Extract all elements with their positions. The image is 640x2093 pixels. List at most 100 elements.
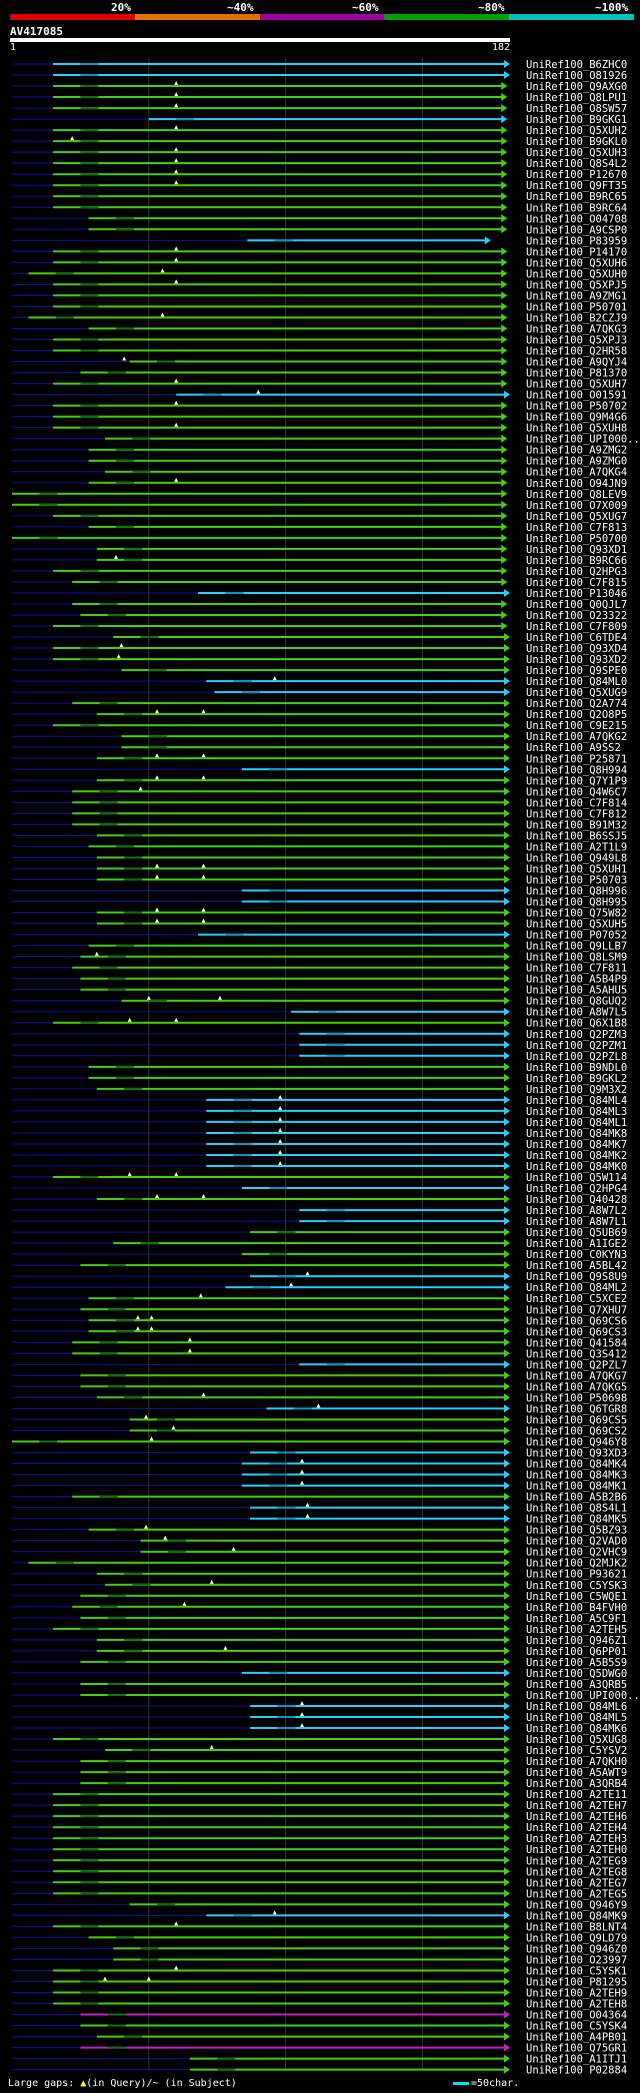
hit-row[interactable]: UniRef100_B6SSJ5 [12, 830, 627, 842]
hit-row[interactable]: UniRef100_Q5XUH1 [12, 863, 627, 875]
hit-label[interactable]: UniRef100_Q5XPJ3 [526, 335, 627, 347]
hit-row[interactable]: UniRef100_Q5DWG0 [12, 1668, 627, 1680]
hit-row[interactable]: UniRef100_O81926 [12, 70, 627, 82]
hit-label[interactable]: UniRef100_Q84MK8 [526, 1128, 627, 1140]
hit-row[interactable]: UniRef100_Q946Z1 [12, 1635, 627, 1647]
hit-row[interactable]: UniRef100_B9GKG1 [12, 114, 627, 126]
hit-row[interactable]: UniRef100_C9E215 [12, 720, 627, 732]
hit-label[interactable]: UniRef100_Q84ML5 [526, 1712, 627, 1724]
hit-label[interactable]: UniRef100_Q946Y9 [526, 1899, 627, 1911]
hit-row[interactable]: UniRef100_B9RC66 [12, 554, 627, 567]
hit-row[interactable]: UniRef100_Q5XUG7 [12, 511, 627, 523]
hit-row[interactable]: UniRef100_O8SW57 [12, 103, 627, 115]
hit-row[interactable]: UniRef100_A2T1L9 [12, 841, 627, 853]
hit-label[interactable]: UniRef100_Q93XD2 [526, 654, 627, 666]
hit-row[interactable]: UniRef100_Q8H994 [12, 764, 627, 776]
hit-row[interactable]: UniRef100_Q2HPG3 [12, 566, 627, 578]
hit-label[interactable]: UniRef100_A1ITJ1 [526, 2054, 627, 2066]
hit-row[interactable]: UniRef100_A3QRB5 [12, 1679, 627, 1691]
hit-row[interactable]: UniRef100_A4PB01 [12, 2032, 627, 2044]
hit-label[interactable]: UniRef100_Q5XUH1 [526, 863, 627, 875]
hit-row[interactable]: UniRef100_UPI000.. [12, 1690, 640, 1702]
hit-row[interactable]: UniRef100_A2TEH9 [12, 1988, 627, 2000]
hit-label[interactable]: UniRef100_Q8H996 [526, 886, 627, 898]
hit-row[interactable]: UniRef100_C5XCE2 [12, 1293, 627, 1305]
hit-label[interactable]: UniRef100_Q5XUH2 [526, 125, 627, 137]
hit-row[interactable]: UniRef100_Q8H995 [12, 897, 627, 909]
hit-row[interactable]: UniRef100_C7F813 [12, 522, 627, 534]
hit-label[interactable]: UniRef100_O23997 [526, 1954, 627, 1966]
hit-label[interactable]: UniRef100_A2TEH9 [526, 1988, 627, 2000]
hit-row[interactable]: UniRef100_Q84ML3 [12, 1105, 627, 1118]
hit-row[interactable]: UniRef100_Q69CS5 [12, 1414, 627, 1426]
hit-row[interactable]: UniRef100_Q84MK3 [12, 1469, 627, 1482]
hit-row[interactable]: UniRef100_Q5XUG9 [12, 687, 627, 699]
hit-row[interactable]: UniRef100_Q69CS2 [12, 1425, 627, 1437]
hit-row[interactable]: UniRef100_Q5XUH5 [12, 918, 627, 931]
hit-row[interactable]: UniRef100_A2TEG8 [12, 1866, 627, 1878]
hit-row[interactable]: UniRef100_Q84MK8 [12, 1127, 627, 1140]
hit-label[interactable]: UniRef100_A8W7L2 [526, 1205, 627, 1217]
hit-label[interactable]: UniRef100_Q84MK5 [526, 1514, 627, 1526]
hit-label[interactable]: UniRef100_Q946Z1 [526, 1635, 627, 1647]
hit-label[interactable]: UniRef100_P50702 [526, 401, 627, 413]
hit-row[interactable]: UniRef100_Q41584 [12, 1337, 627, 1349]
hit-row[interactable]: UniRef100_Q69CS3 [12, 1326, 627, 1338]
hit-label[interactable]: UniRef100_C7F812 [526, 808, 627, 820]
hit-row[interactable]: UniRef100_A5AHU5 [12, 985, 627, 997]
hit-row[interactable]: UniRef100_A5B4P9 [12, 974, 627, 986]
hit-row[interactable]: UniRef100_A7QKG5 [12, 1381, 627, 1393]
hit-row[interactable]: UniRef100_Q9M3X2 [12, 1084, 627, 1096]
hit-row[interactable]: UniRef100_Q5XUH7 [12, 378, 627, 391]
hit-row[interactable]: UniRef100_A2TEH6 [12, 1811, 627, 1823]
hit-row[interactable]: UniRef100_Q4W6C7 [12, 786, 627, 798]
hit-row[interactable]: UniRef100_Q84MK7 [12, 1138, 627, 1151]
hit-label[interactable]: UniRef100_C5XCE2 [526, 1293, 627, 1305]
hit-row[interactable]: UniRef100_Q84ML0 [12, 676, 627, 688]
hit-label[interactable]: UniRef100_A5AWT9 [526, 1767, 627, 1779]
hit-row[interactable]: UniRef100_P50702 [12, 400, 627, 413]
hit-row[interactable]: UniRef100_Q6PP01 [12, 1645, 627, 1658]
hit-label[interactable]: UniRef100_C9E215 [526, 720, 627, 732]
hit-row[interactable]: UniRef100_P50703 [12, 874, 627, 886]
hit-label[interactable]: UniRef100_A2TEG9 [526, 1855, 627, 1867]
hit-row[interactable]: UniRef100_A2TEG7 [12, 1877, 627, 1889]
hit-label[interactable]: UniRef100_Q3S412 [526, 1348, 627, 1360]
hit-row[interactable]: UniRef100_Q8S4L1 [12, 1502, 627, 1515]
hit-label[interactable]: UniRef100_A2TEH6 [526, 1811, 627, 1823]
hit-label[interactable]: UniRef100_B9RC66 [526, 555, 627, 567]
hit-label[interactable]: UniRef100_Q8LEV9 [526, 489, 627, 501]
hit-label[interactable]: UniRef100_A4PB01 [526, 2032, 627, 2044]
hit-row[interactable]: UniRef100_Q2HPG4 [12, 1183, 627, 1195]
hit-label[interactable]: UniRef100_Q946Y8 [526, 1437, 627, 1449]
hit-label[interactable]: UniRef100_A9ZMG1 [526, 290, 627, 302]
hit-label[interactable]: UniRef100_A9ZMG2 [526, 445, 627, 457]
hit-row[interactable]: UniRef100_C7F812 [12, 808, 627, 820]
hit-label[interactable]: UniRef100_Q93XD3 [526, 1448, 627, 1460]
hit-row[interactable]: UniRef100_Q7Y1P9 [12, 775, 627, 787]
hit-row[interactable]: UniRef100_Q8LEV9 [12, 489, 627, 501]
hit-row[interactable]: UniRef100_Q84MK2 [12, 1149, 627, 1162]
hit-row[interactable]: UniRef100_UPI000.. [12, 434, 640, 446]
hit-label[interactable]: UniRef100_P81295 [526, 1976, 627, 1988]
hit-label[interactable]: UniRef100_Q5XUG7 [526, 511, 627, 523]
hit-label[interactable]: UniRef100_Q8LSM9 [526, 952, 627, 964]
hit-label[interactable]: UniRef100_A5AHU5 [526, 985, 627, 997]
hit-label[interactable]: UniRef100_Q41584 [526, 1337, 627, 1349]
hit-label[interactable]: UniRef100_Q69CS3 [526, 1326, 627, 1338]
hit-label[interactable]: UniRef100_A2TEH8 [526, 1999, 627, 2011]
hit-row[interactable]: UniRef100_B8LNT4 [12, 1921, 627, 1933]
hit-row[interactable]: UniRef100_B9NDL0 [12, 1062, 627, 1074]
hit-label[interactable]: UniRef100_A2TEH7 [526, 1800, 627, 1812]
hit-row[interactable]: UniRef100_A8W7L5 [12, 1007, 627, 1019]
hit-label[interactable]: UniRef100_O23322 [526, 610, 627, 622]
hit-label[interactable]: UniRef100_C5YSV2 [526, 1745, 627, 1757]
hit-label[interactable]: UniRef100_A1IGE2 [526, 1238, 627, 1250]
hit-row[interactable]: UniRef100_Q84MK9 [12, 1910, 627, 1922]
hit-row[interactable]: UniRef100_A9SS2 [12, 742, 621, 754]
hit-label[interactable]: UniRef100_Q7XHU7 [526, 1304, 627, 1316]
hit-label[interactable]: UniRef100_P93621 [526, 1569, 627, 1581]
hit-label[interactable]: UniRef100_C7F814 [526, 797, 627, 809]
hit-label[interactable]: UniRef100_Q84MK7 [526, 1139, 627, 1151]
hit-label[interactable]: UniRef100_Q2PZL8 [526, 1051, 627, 1063]
